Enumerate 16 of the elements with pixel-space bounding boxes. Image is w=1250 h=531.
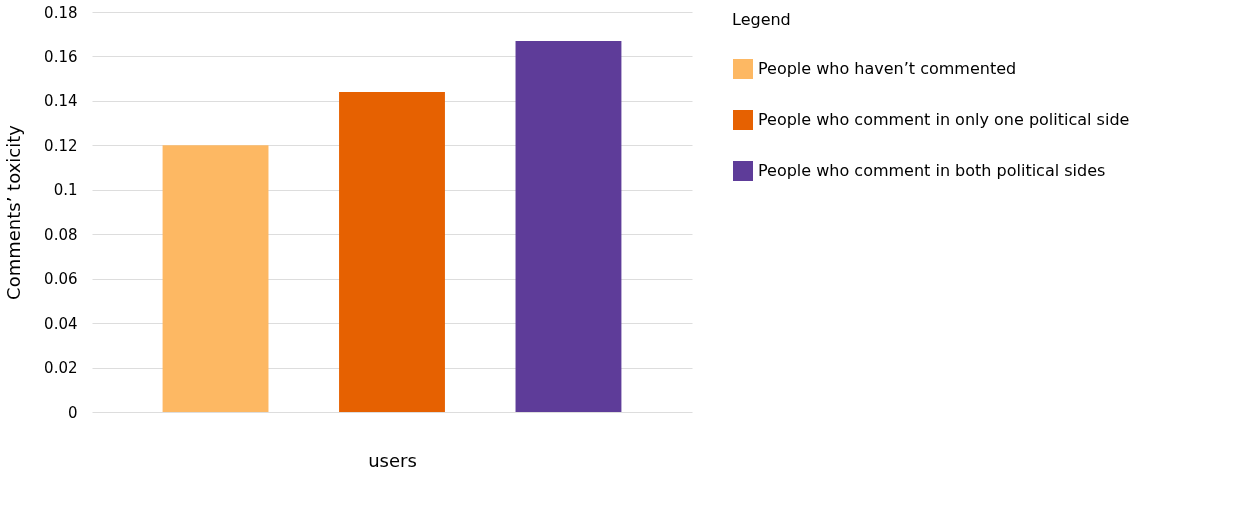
legend-label: People who haven’t commented [758, 59, 1017, 78]
x-axis-title: users [368, 449, 417, 471]
y-tick-label: 0.08 [44, 225, 78, 244]
legend-title: Legend [732, 10, 791, 29]
legend-label: People who comment in only one political side [758, 110, 1130, 129]
y-tick-label: 0.12 [44, 136, 78, 155]
y-tick-label: 0 [67, 403, 78, 422]
y-tick-label: 0.04 [44, 314, 78, 333]
y-tick-label: 0.02 [44, 359, 78, 378]
y-tick-label: 0.06 [44, 270, 78, 289]
y-tick-label: 0.16 [44, 47, 78, 66]
y-tick-label: 0.18 [44, 3, 78, 22]
y-tick-label: 0.1 [53, 181, 78, 200]
legend-label: People who comment in both political sides [758, 161, 1106, 180]
y-axis-title: Comments’ toxicity [3, 124, 25, 300]
y-tick-label: 0.14 [44, 92, 78, 111]
